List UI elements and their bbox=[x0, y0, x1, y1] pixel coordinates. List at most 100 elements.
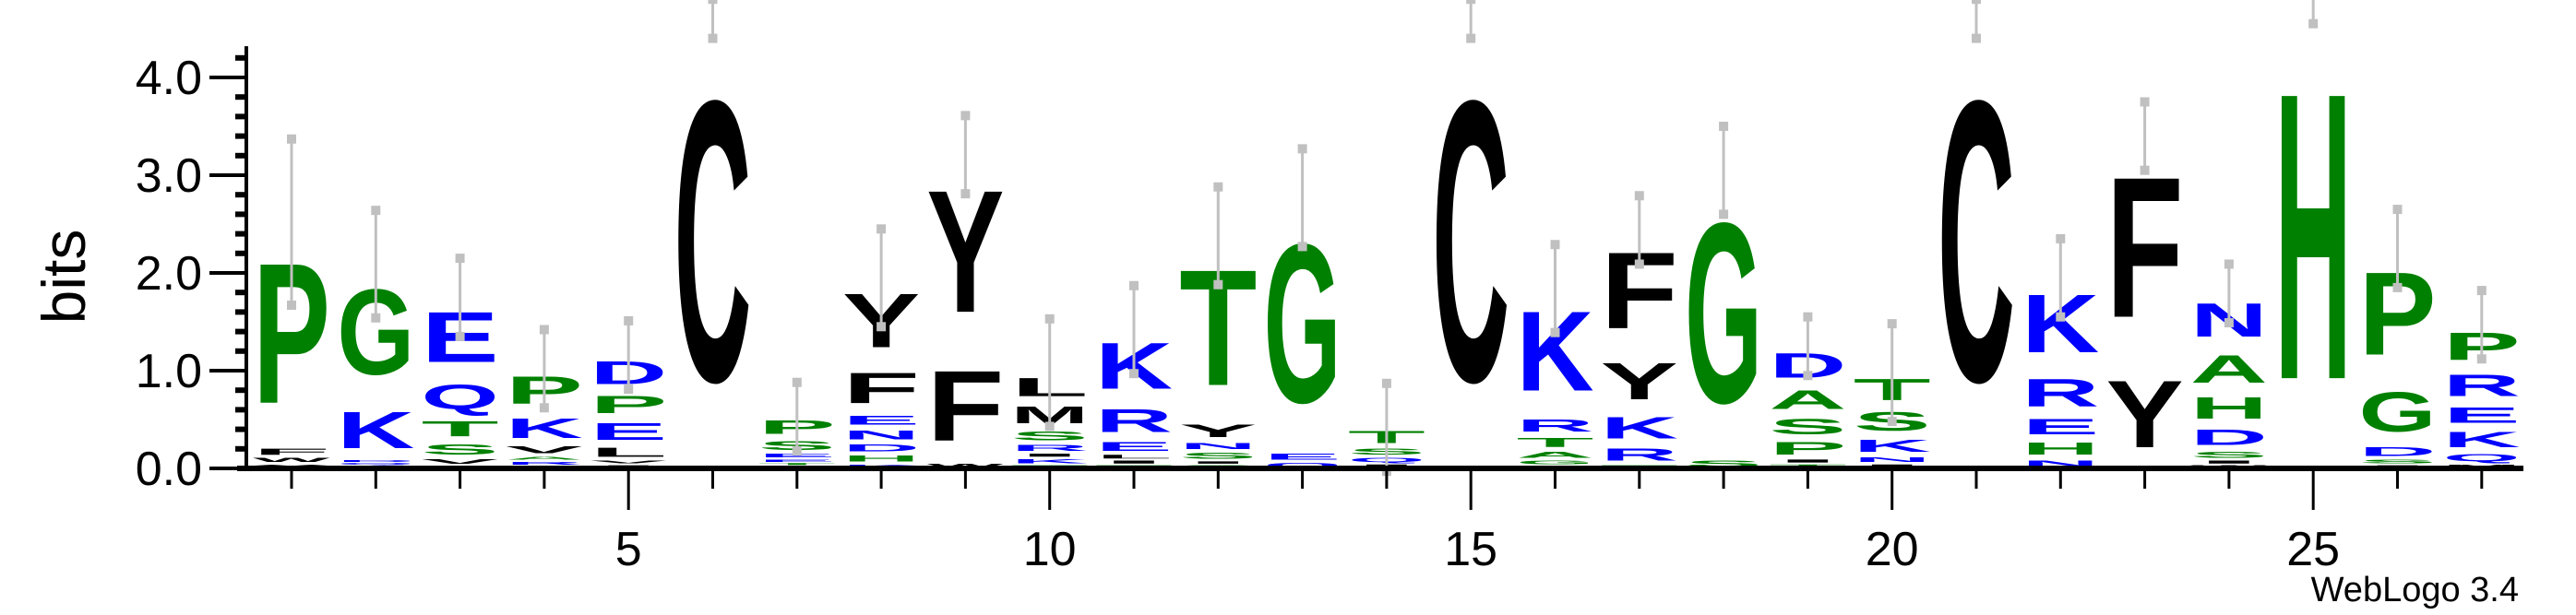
axes: 0.0 1.0 2.0 3.0 4.0 5 10 15 20 25 bbox=[136, 46, 2523, 576]
x-tick-label: 25 bbox=[2286, 523, 2340, 576]
letter-H: H bbox=[2021, 439, 2099, 458]
letter-C: C bbox=[1432, 18, 1509, 466]
letter-T: T bbox=[1517, 435, 1594, 450]
letter-I: I bbox=[2190, 459, 2268, 464]
letter-W: W bbox=[253, 456, 331, 463]
letter-P: P bbox=[1769, 439, 1846, 458]
letter-E: E bbox=[1095, 439, 1173, 454]
y-axis-label: bits bbox=[30, 230, 98, 325]
error-bar-cap bbox=[1129, 280, 1139, 290]
error-bar-cap bbox=[2392, 282, 2403, 292]
letter-A: A bbox=[1769, 385, 1846, 415]
x-tick-label: 20 bbox=[1866, 523, 1919, 576]
letter-A: A bbox=[1517, 450, 1594, 460]
letter-Y: Y bbox=[1179, 421, 1257, 441]
letter-R: R bbox=[1517, 416, 1594, 435]
letter-K: K bbox=[506, 413, 583, 444]
letter-N: N bbox=[1854, 455, 1931, 463]
error-bar-cap bbox=[1634, 191, 1644, 201]
letter-Q: Q bbox=[422, 378, 499, 417]
error-bar-cap bbox=[1129, 369, 1139, 379]
letter-C: C bbox=[1938, 18, 2015, 466]
letter-T: T bbox=[758, 463, 836, 466]
error-bar-cap bbox=[1719, 122, 1729, 131]
letter-S: S bbox=[2359, 458, 2437, 464]
letter-E: E bbox=[590, 419, 667, 444]
error-bar-cap bbox=[539, 325, 549, 335]
letter-S: S bbox=[422, 441, 499, 457]
error-bar-cap bbox=[1213, 279, 1223, 290]
error-bar-cap bbox=[960, 111, 971, 121]
letter-R: R bbox=[1011, 443, 1089, 453]
error-bar-cap bbox=[1044, 313, 1055, 324]
letter-W: W bbox=[926, 463, 1005, 468]
x-tick-label: 15 bbox=[1444, 523, 1497, 576]
letter-V: V bbox=[422, 457, 499, 465]
letter-S: S bbox=[1685, 458, 1762, 468]
letter-Q: Q bbox=[2443, 452, 2521, 464]
error-bar-cap bbox=[1803, 371, 1813, 381]
letter-R: R bbox=[2021, 371, 2099, 415]
letter-E: E bbox=[842, 413, 920, 428]
error-bar-cap bbox=[539, 403, 549, 413]
error-bar-cap bbox=[1803, 312, 1813, 322]
error-bar-cap bbox=[1887, 417, 1897, 427]
letter-F: F bbox=[842, 363, 920, 412]
letter-E: E bbox=[2021, 415, 2099, 439]
error-bar-cap bbox=[371, 206, 381, 216]
letter-Q: Q bbox=[337, 463, 414, 466]
letter-C: C bbox=[674, 18, 752, 466]
letter-Q: Q bbox=[1264, 462, 1342, 468]
error-bar-cap bbox=[877, 322, 887, 332]
letter-E: E bbox=[758, 453, 836, 458]
letter-T: T bbox=[422, 417, 499, 441]
y-tick-label: 3.0 bbox=[136, 149, 202, 203]
error-bar-cap bbox=[1972, 33, 1981, 43]
error-bar-cap bbox=[1550, 240, 1560, 250]
letter-K: K bbox=[1854, 436, 1931, 455]
error-bar-cap bbox=[1466, 0, 1476, 5]
letter-Y: Y bbox=[2106, 361, 2184, 467]
error-bar-cap bbox=[2140, 97, 2150, 107]
error-bar-cap bbox=[708, 0, 718, 5]
letter-K: K bbox=[1011, 457, 1089, 464]
letter-R: R bbox=[506, 461, 583, 466]
letter-K: K bbox=[1601, 411, 1678, 445]
letter-P: P bbox=[590, 392, 667, 419]
error-bar-cap bbox=[2224, 259, 2234, 269]
letter-I: I bbox=[1011, 453, 1089, 457]
error-bar-cap bbox=[2140, 165, 2150, 175]
error-bar-cap bbox=[2476, 354, 2487, 364]
error-bar-cap bbox=[1213, 182, 1223, 192]
letter-E: E bbox=[1264, 452, 1342, 462]
letter-N: N bbox=[1179, 441, 1257, 451]
letter-R: R bbox=[2443, 369, 2521, 403]
letter-I: I bbox=[1179, 461, 1257, 465]
error-bar-cap bbox=[1550, 327, 1560, 337]
error-bar-cap bbox=[2056, 233, 2066, 243]
error-bar-cap bbox=[960, 189, 971, 199]
error-bar-cap bbox=[792, 377, 802, 387]
letter-V: V bbox=[506, 444, 583, 455]
y-tick-label: 4.0 bbox=[136, 52, 202, 105]
letter-R: R bbox=[1601, 445, 1678, 465]
error-bar-cap bbox=[877, 224, 887, 234]
letter-K: K bbox=[2443, 427, 2521, 451]
letter-D: D bbox=[337, 459, 414, 462]
error-bar-cap bbox=[1466, 33, 1476, 43]
letter-G: G bbox=[1517, 460, 1594, 466]
error-bar-cap bbox=[2476, 286, 2487, 296]
y-tick-label: 0.0 bbox=[136, 443, 202, 496]
letter-S: S bbox=[1769, 415, 1846, 439]
letter-A: A bbox=[506, 455, 583, 460]
letter-G: G bbox=[2359, 380, 2437, 444]
letter-D: D bbox=[2359, 444, 2437, 458]
error-bar-cap bbox=[1297, 144, 1307, 154]
credit-label: WebLogo 3.4 bbox=[2311, 571, 2519, 609]
y-tick-label: 2.0 bbox=[136, 247, 202, 301]
error-bar-cap bbox=[2224, 318, 2234, 328]
error-bar-cap bbox=[2056, 312, 2066, 322]
letter-E: E bbox=[2443, 403, 2521, 427]
letter-Y: Y bbox=[1601, 352, 1678, 410]
